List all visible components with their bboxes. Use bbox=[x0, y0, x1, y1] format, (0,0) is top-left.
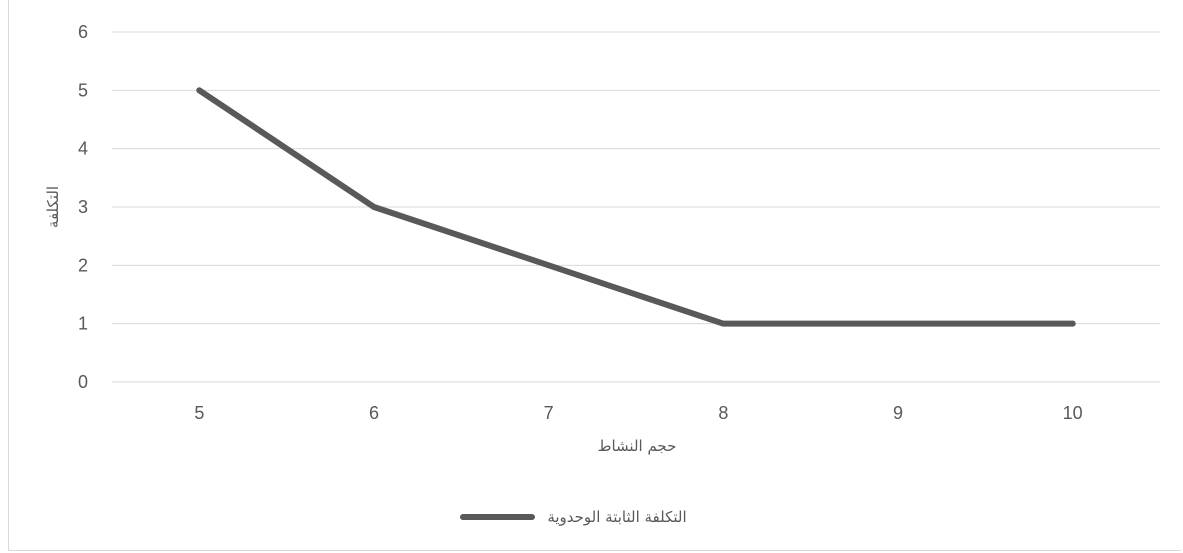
y-tick-label: 3 bbox=[78, 197, 88, 217]
x-tick-label: 6 bbox=[369, 403, 379, 423]
x-tick-label: 8 bbox=[718, 403, 728, 423]
y-tick-label: 5 bbox=[78, 80, 88, 100]
y-axis-ticks: 0 1 2 3 4 5 6 bbox=[78, 22, 88, 392]
chart-frame bbox=[8, 0, 1181, 551]
x-tick-label: 5 bbox=[194, 403, 204, 423]
data-point bbox=[720, 320, 727, 327]
y-tick-label: 0 bbox=[78, 372, 88, 392]
data-point bbox=[371, 204, 377, 210]
legend: التكلفة الثابتة الوحدوية bbox=[460, 508, 687, 526]
gridlines bbox=[112, 31, 1160, 383]
legend-label: التكلفة الثابتة الوحدوية bbox=[547, 508, 686, 526]
y-tick-label: 4 bbox=[78, 139, 88, 159]
x-tick-label: 10 bbox=[1063, 403, 1083, 423]
y-axis-title: التكلفة bbox=[44, 186, 62, 228]
data-point bbox=[196, 87, 203, 94]
data-point bbox=[545, 262, 552, 269]
series-group bbox=[196, 87, 1076, 327]
data-point bbox=[1069, 320, 1076, 327]
x-tick-label: 9 bbox=[893, 403, 903, 423]
x-axis-title: حجم النشاط bbox=[598, 437, 677, 455]
x-axis-ticks: 5 6 7 8 9 10 bbox=[194, 403, 1082, 423]
y-tick-label: 2 bbox=[78, 255, 88, 275]
x-tick-label: 7 bbox=[544, 403, 554, 423]
y-tick-label: 6 bbox=[78, 22, 88, 42]
y-tick-label: 1 bbox=[78, 314, 88, 334]
